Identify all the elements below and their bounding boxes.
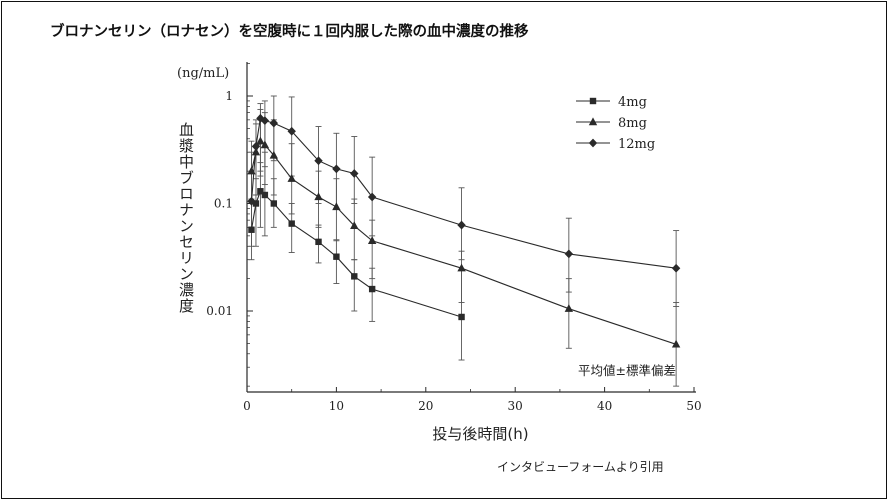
series-12mg-point [314, 156, 323, 166]
series-lines [250, 117, 677, 345]
series-12mg-point [247, 196, 256, 206]
legend-8mg-marker [588, 117, 598, 126]
y-tick-label: 1 [225, 89, 233, 103]
x-tick-label: 40 [597, 399, 612, 413]
x-tick-label: 0 [243, 399, 251, 413]
series-4mg-point [252, 200, 260, 207]
series-4mg-point [315, 238, 322, 246]
x-tick-label: 10 [329, 399, 344, 413]
legend-8mg-label: 8mg [618, 116, 647, 131]
series-12mg-line [250, 117, 677, 269]
stat-annotation: 平均値±標準偏差 [578, 363, 676, 378]
series-8mg-point [256, 136, 265, 145]
series-8mg-point [332, 202, 341, 211]
series-8mg-point [457, 263, 466, 272]
legend-4mg-marker [589, 97, 597, 105]
y-axis-label: 血漿中ブロナンセリン濃度 [177, 122, 195, 314]
y-unit-label: (ng/mL) [177, 66, 229, 81]
series-4mg-point [368, 285, 376, 293]
legend-12mg-marker [588, 138, 598, 148]
y-tick-label: 0.01 [206, 304, 233, 318]
x-tick-label: 30 [508, 399, 523, 413]
legend-4mg-label: 4mg [618, 95, 647, 110]
series-4mg-point [261, 191, 269, 199]
series-12mg-point [671, 263, 681, 273]
series-4mg-point [248, 226, 255, 233]
series-8mg-point [260, 140, 270, 149]
series-markers [247, 113, 681, 348]
y-tick-label: 0.1 [214, 197, 233, 211]
series-12mg-point [350, 169, 359, 178]
source-note: インタビューフォームより引用 [497, 460, 664, 474]
series-8mg-point [564, 304, 574, 312]
series-12mg-point [287, 126, 296, 136]
series-8mg-point [367, 236, 377, 244]
series-4mg-point [351, 273, 358, 280]
series-8mg-point [287, 174, 296, 182]
series-8mg-point [251, 147, 261, 156]
series-4mg-point [288, 220, 295, 227]
series-12mg-point [260, 116, 270, 126]
series-8mg-point [314, 192, 323, 201]
series-8mg-point [350, 221, 359, 230]
chart-legend: 4mg 8mg 12mg [576, 95, 655, 152]
error-bars [248, 95, 680, 387]
series-4mg-point [458, 313, 465, 321]
x-tick-label: 50 [686, 399, 701, 413]
chart-axes [246, 62, 696, 393]
series-12mg-point [367, 192, 377, 202]
series-12mg-point [564, 249, 574, 259]
series-12mg-point [457, 220, 466, 230]
series-4mg-line [250, 190, 462, 318]
series-8mg-point [247, 166, 256, 175]
legend-12mg-label: 12mg [618, 137, 655, 152]
series-4mg-point [270, 200, 278, 207]
series-4mg-point [333, 253, 340, 260]
x-tick-label: 20 [418, 399, 433, 413]
series-12mg-point [251, 141, 261, 151]
series-8mg-point [269, 150, 279, 159]
chart-labels: 0 10 20 30 40 50 1 0.1 0.01 (ng/mL) 血漿中ブロナンセリン濃度投与… [177, 66, 702, 443]
series-4mg-point [257, 188, 264, 195]
series-12mg-point [332, 164, 341, 174]
x-axis-label: 投与後時間(h) [432, 425, 528, 443]
page-title: ブロナンセリン（ロナセン）を空腹時に１回内服した際の血中濃度の推移 [50, 24, 529, 40]
series-8mg-point [671, 339, 681, 348]
series-12mg-point [269, 118, 279, 128]
